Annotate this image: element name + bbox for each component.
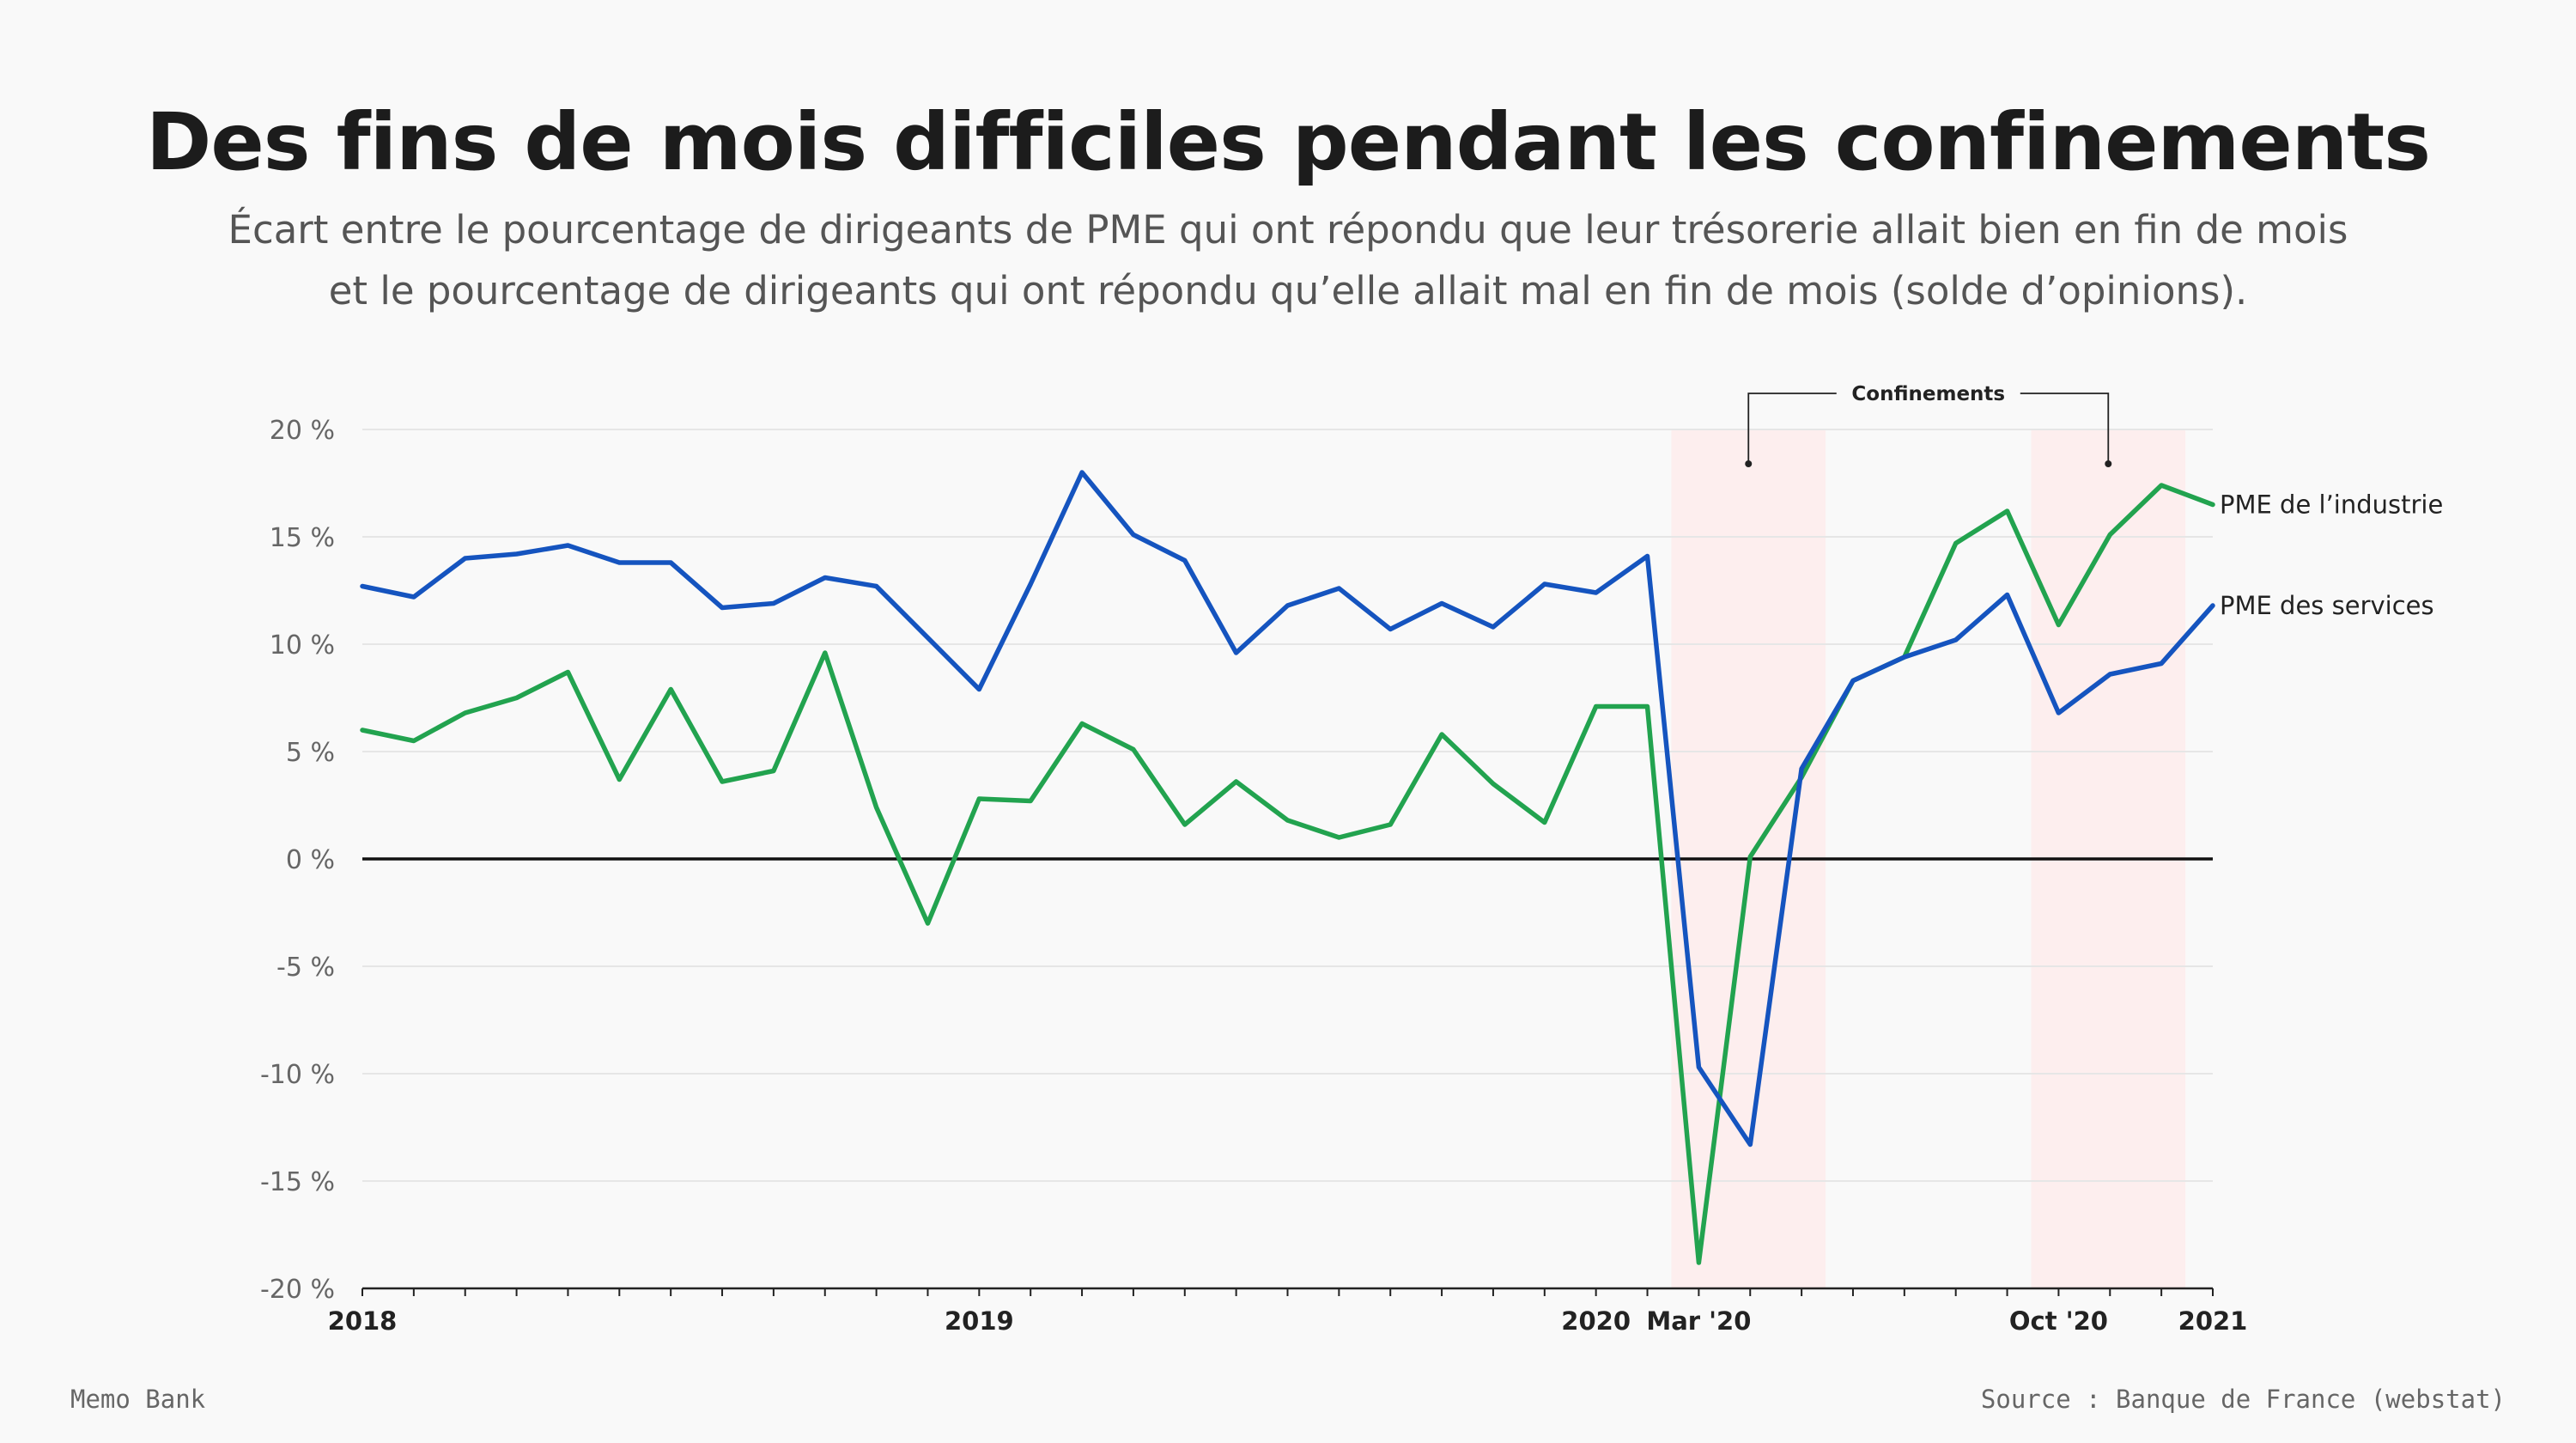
chart-title: Des fins de mois difficiles pendant les … [146,96,2431,188]
brand-footer: Memo Bank [70,1385,206,1414]
x-tick-label: 2020 [1561,1306,1631,1336]
subtitle-line-1: Écart entre le pourcentage de dirigeants… [228,207,2348,253]
y-tick-label: 20 % [270,416,335,446]
series-label-services: PME des services [2220,591,2434,620]
series-label-industrie: PME de l’industrie [2220,490,2443,520]
x-tick-label: 2021 [2178,1306,2248,1336]
annotation-dot [2105,460,2112,467]
x-tick-label: 2019 [945,1306,1014,1336]
annotation-bracket-left [1747,393,1837,464]
y-tick-label: -15 % [260,1167,335,1197]
x-tick-label: 2018 [328,1306,398,1336]
subtitle-line-2: et le pourcentage de dirigeants qui ont … [328,268,2248,314]
y-tick-label: 15 % [270,523,335,553]
chart-subtitle: Écart entre le pourcentage de dirigeants… [215,199,2361,321]
lockdown-annotation-label: Confinements [1851,383,2005,405]
x-tick-label: Mar '20 [1646,1306,1751,1336]
source-footer: Source : Banque de France (webstat) [1980,1385,2506,1414]
series-line-services [360,470,2215,1148]
series-line-industrie [360,483,2215,1265]
y-tick-label: -20 % [260,1275,335,1305]
y-tick-label: -5 % [276,953,335,983]
y-tick-label: 0 % [286,845,335,875]
x-tick-label: Oct '20 [2009,1306,2108,1336]
y-tick-label: 5 % [286,738,335,768]
y-tick-label: -10 % [260,1060,335,1090]
annotation-bracket-right [2020,393,2110,464]
annotation-dot [1745,460,1753,467]
y-tick-label: 10 % [270,630,335,661]
